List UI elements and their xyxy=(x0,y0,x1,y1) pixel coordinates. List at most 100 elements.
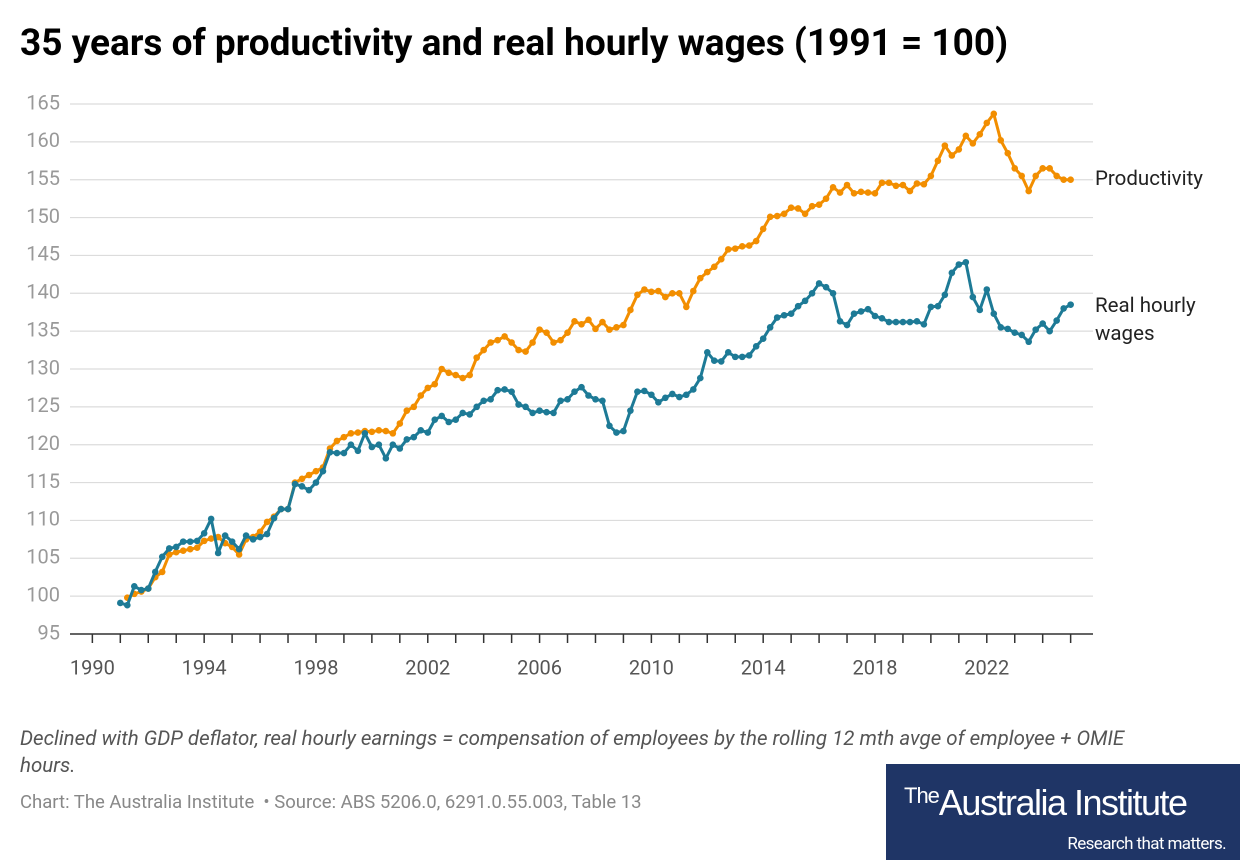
x-tick-label: 2018 xyxy=(852,655,897,679)
data-point xyxy=(466,411,473,418)
data-point xyxy=(263,518,271,526)
data-point xyxy=(319,467,327,475)
data-point xyxy=(354,429,362,436)
data-point xyxy=(892,182,900,190)
data-point xyxy=(773,314,781,321)
data-point xyxy=(305,471,313,479)
data-point xyxy=(445,369,453,377)
data-point xyxy=(382,455,390,462)
data-point xyxy=(193,544,201,551)
data-point xyxy=(403,436,411,443)
data-point xyxy=(117,599,124,607)
data-point xyxy=(822,283,830,291)
data-point xyxy=(543,329,550,336)
data-point xyxy=(1025,187,1033,195)
data-point xyxy=(1046,165,1053,172)
data-point xyxy=(137,586,145,594)
data-point xyxy=(752,342,760,350)
data-point xyxy=(207,515,215,523)
data-point xyxy=(780,311,788,319)
data-point xyxy=(235,551,243,558)
data-point xyxy=(221,532,229,539)
y-tick-label: 145 xyxy=(26,242,60,266)
data-point xyxy=(571,388,578,396)
logo-the: The xyxy=(904,783,940,808)
data-point xyxy=(501,386,508,393)
data-point xyxy=(578,321,585,328)
data-point xyxy=(172,548,180,556)
data-point xyxy=(550,339,557,346)
data-point xyxy=(536,326,543,333)
data-point xyxy=(312,467,320,475)
data-point xyxy=(752,237,760,245)
data-point xyxy=(242,532,250,539)
data-point xyxy=(592,395,599,403)
data-point xyxy=(557,397,564,405)
data-point xyxy=(655,399,662,406)
data-point xyxy=(885,179,893,187)
data-point xyxy=(885,318,893,326)
x-tick-label: 2002 xyxy=(405,655,450,679)
data-point xyxy=(703,349,711,356)
data-point xyxy=(347,441,355,449)
data-point xyxy=(969,293,977,301)
data-point xyxy=(333,449,341,457)
data-point xyxy=(627,407,634,414)
data-point xyxy=(158,568,166,576)
data-point xyxy=(1018,172,1026,180)
data-point xyxy=(564,395,571,403)
data-point xyxy=(787,204,795,212)
data-point xyxy=(829,183,837,191)
data-point xyxy=(759,335,767,343)
data-point xyxy=(934,302,942,310)
data-point xyxy=(424,384,432,392)
data-point xyxy=(459,374,467,382)
data-point xyxy=(899,318,907,326)
y-tick-label: 115 xyxy=(26,469,60,493)
data-point xyxy=(214,549,222,557)
data-point xyxy=(571,318,578,325)
y-tick-label: 140 xyxy=(26,280,60,304)
data-point xyxy=(256,528,264,536)
data-point xyxy=(543,408,550,416)
data-point xyxy=(899,181,907,189)
data-point xyxy=(878,179,886,187)
data-point xyxy=(606,422,613,430)
data-point xyxy=(983,119,991,127)
data-point xyxy=(1025,338,1033,346)
chart-title: 35 years of productivity and real hourly… xyxy=(20,22,1009,65)
data-point xyxy=(368,428,376,436)
data-point xyxy=(683,303,690,311)
data-point xyxy=(410,403,418,411)
data-point xyxy=(620,427,627,435)
data-point xyxy=(662,394,669,402)
data-point xyxy=(431,416,439,424)
data-point xyxy=(382,427,390,435)
data-point xyxy=(158,553,166,561)
data-point xyxy=(815,201,823,208)
data-point xyxy=(410,433,418,441)
data-point xyxy=(508,388,515,396)
data-point xyxy=(1011,165,1019,172)
data-point xyxy=(277,505,285,513)
data-point xyxy=(857,308,865,315)
data-point xyxy=(438,365,446,373)
data-point xyxy=(724,349,732,356)
data-point xyxy=(913,318,921,325)
data-point xyxy=(179,538,187,545)
data-point xyxy=(941,142,949,149)
data-point xyxy=(585,392,592,399)
data-point xyxy=(634,388,641,396)
data-point xyxy=(878,314,886,322)
data-point xyxy=(333,437,341,445)
data-point xyxy=(550,409,557,417)
data-point xyxy=(794,302,802,310)
data-point xyxy=(347,430,355,437)
data-point xyxy=(892,318,900,326)
data-point xyxy=(494,336,501,344)
data-point xyxy=(773,212,781,220)
data-point xyxy=(508,339,515,346)
data-point xyxy=(340,449,348,457)
y-tick-label: 125 xyxy=(26,393,60,417)
